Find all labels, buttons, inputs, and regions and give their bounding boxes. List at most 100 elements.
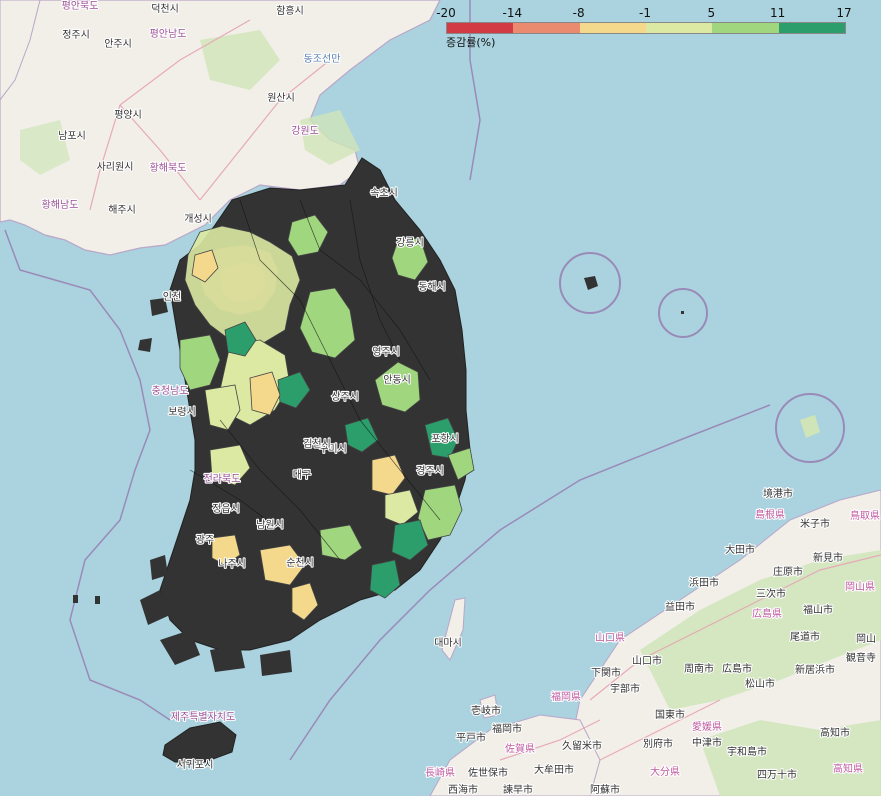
place-label: 中津市 (692, 736, 722, 749)
legend-color-segment (579, 23, 646, 33)
place-label: 宇部市 (610, 682, 640, 695)
district-busan (391, 519, 429, 561)
island-buffer (559, 252, 621, 314)
district-changwon (319, 524, 363, 561)
japan-green (640, 550, 881, 710)
place-label: 제주특별자치도 (171, 711, 235, 723)
place-label: 阿蘇市 (590, 783, 620, 796)
oki-island (800, 415, 820, 438)
maritime-boundary (4, 229, 171, 721)
district-yeosu (291, 582, 319, 621)
legend-color-segment (712, 23, 779, 33)
road (499, 554, 881, 761)
place-label: 広島県 (752, 607, 782, 620)
place-label: 新見市 (813, 551, 843, 564)
district-andong (374, 361, 421, 413)
place-label: 高知市 (820, 726, 850, 739)
district-gyeonggi-yellow (191, 249, 219, 283)
place-label: 福山市 (803, 603, 833, 616)
place-label: 米子市 (800, 517, 830, 530)
place-label: 尾道市 (790, 630, 820, 643)
place-label: 別府市 (643, 737, 673, 750)
place-label: 상주시 (331, 391, 359, 403)
place-label: 庄原市 (773, 565, 803, 578)
place-label: 大牟田市 (534, 763, 574, 776)
place-label: 강릉시 (396, 237, 424, 249)
legend-tick-label: 11 (770, 6, 786, 20)
place-label: 浜田市 (689, 576, 719, 589)
place-label: 佐賀県 (505, 743, 535, 755)
maritime-boundary (289, 404, 771, 761)
district-cheonan (224, 321, 257, 357)
place-label: 下関市 (591, 666, 621, 679)
place-label: 순천시 (286, 557, 314, 569)
place-label: 国東市 (655, 708, 685, 721)
place-label: 동조선만 (304, 53, 341, 65)
legend-color-segment (447, 23, 514, 33)
china-coast-land (0, 0, 41, 101)
place-label: 三次市 (756, 587, 786, 600)
island-dot (95, 596, 100, 604)
place-label: 岡山県 (845, 581, 875, 593)
place-label: 전라북도 (204, 473, 241, 485)
southwest-islands (160, 630, 292, 676)
place-label: 대구 (293, 469, 311, 481)
place-label: 久留米市 (562, 739, 602, 752)
tsushima-island (441, 597, 466, 661)
road (89, 19, 331, 211)
district-pohang (424, 417, 459, 459)
district-gangneung (391, 237, 429, 281)
iki-island (479, 694, 499, 719)
legend-tick-label: -20 (436, 6, 456, 20)
forest-patch (300, 110, 360, 165)
legend-color-segment (778, 23, 845, 33)
place-label: 長崎県 (425, 766, 455, 779)
place-label: 김천시 (303, 438, 331, 450)
legend-tick-label: -8 (572, 6, 585, 20)
place-label: 山口県 (595, 632, 625, 644)
place-label: 강원도 (291, 125, 319, 137)
place-label: 広島市 (722, 662, 752, 675)
district-chungnam (179, 334, 221, 391)
north-korea-land (0, 0, 441, 256)
place-label: 諫早市 (503, 783, 533, 796)
place-label: 境港市 (763, 487, 793, 500)
place-label: 佐世保市 (468, 766, 508, 779)
place-label: 壱岐市 (471, 704, 501, 717)
place-label: 황해남도 (42, 198, 79, 211)
place-label: 宇和島市 (727, 745, 767, 758)
place-label: 福岡市 (492, 722, 522, 735)
district-daegu (371, 454, 406, 496)
district-gimhae (384, 489, 419, 526)
place-label: 해주시 (108, 203, 136, 216)
place-label: 광주 (196, 534, 214, 546)
district-gwangju (211, 534, 241, 566)
place-label: 사리원시 (97, 161, 134, 173)
place-label: 山口市 (632, 654, 662, 667)
place-label: 정주시 (62, 29, 90, 41)
place-label: 岡山 (856, 633, 876, 645)
district-gumi (344, 417, 379, 453)
place-label: 松山市 (745, 677, 775, 690)
place-label: 鳥取県 (850, 509, 880, 522)
jeju-island (162, 721, 237, 763)
place-label: 평안남도 (150, 28, 187, 40)
district-gyeongju (447, 447, 475, 481)
island-buffer (658, 288, 708, 338)
district-border (189, 199, 441, 561)
place-label: 개성시 (184, 213, 212, 225)
place-label: 인천 (163, 291, 181, 303)
place-label: 영주시 (372, 346, 400, 358)
place-label: 周南市 (684, 662, 714, 675)
ulleungdo-island (584, 276, 598, 290)
place-label: 愛媛県 (692, 720, 722, 733)
place-label: 원산시 (267, 92, 295, 104)
district-suncheon (259, 544, 306, 586)
forest-patch (20, 120, 70, 175)
island-buffer (775, 393, 845, 463)
place-label: 충청남도 (152, 385, 189, 397)
place-label: 평안북도 (62, 0, 99, 12)
place-label: 나주시 (218, 558, 246, 570)
